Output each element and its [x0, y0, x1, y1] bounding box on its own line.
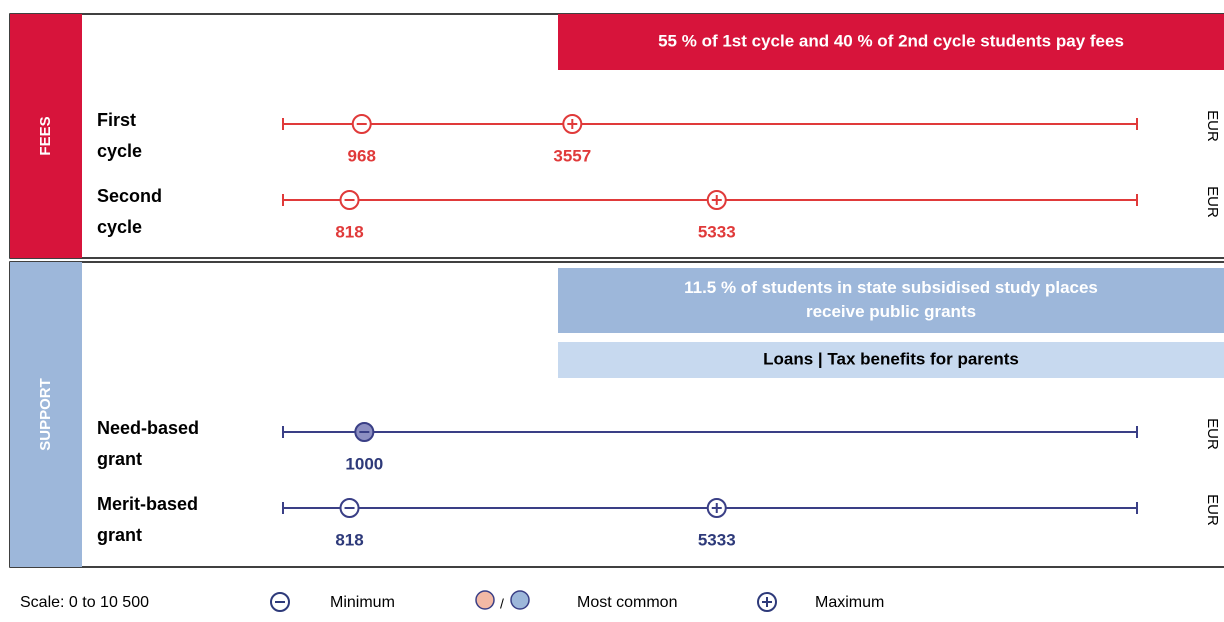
legend-common: Most common: [577, 594, 677, 611]
section-band: [10, 262, 82, 567]
banner: [558, 14, 1224, 70]
section-title: FEES: [37, 116, 54, 155]
banner: [558, 268, 1224, 333]
minimum-marker: [351, 114, 372, 134]
value-label: 5333: [698, 530, 736, 549]
minimum-marker: [354, 422, 375, 442]
value-label: 1000: [345, 454, 383, 473]
maximum-marker: [706, 498, 727, 518]
maximum-marker: [706, 190, 727, 210]
value-label: 5333: [698, 222, 736, 241]
row-label: cycle: [97, 217, 142, 237]
row-label: grant: [97, 525, 142, 545]
row-label: Merit-based: [97, 494, 198, 514]
minimum-marker: [339, 190, 360, 210]
legend-minimum: Minimum: [330, 594, 395, 611]
legend-maximum: Maximum: [815, 594, 884, 611]
banner-text: receive public grants: [806, 302, 976, 321]
value-label: 3557: [553, 146, 591, 165]
row-label: Second: [97, 186, 162, 206]
section-band: [10, 14, 82, 258]
value-label: 818: [335, 222, 363, 241]
row-label: First: [97, 110, 136, 130]
legend-scale: Scale: 0 to 10 500: [20, 594, 149, 611]
row-label: cycle: [97, 141, 142, 161]
banner: [558, 342, 1224, 378]
unit: EUR: [1204, 186, 1221, 218]
unit: EUR: [1204, 110, 1221, 142]
banner-text: 55 % of 1st cycle and 40 % of 2nd cycle …: [658, 31, 1124, 50]
legend-sep: /: [500, 596, 504, 612]
unit: EUR: [1204, 418, 1221, 450]
minimum-marker: [339, 498, 360, 518]
maximum-marker: [562, 114, 583, 134]
row-label: grant: [97, 449, 142, 469]
legend-common-fees: [475, 590, 495, 610]
unit: EUR: [1204, 494, 1221, 526]
minimum-marker: [270, 592, 290, 612]
maximum-marker: [757, 592, 777, 612]
banner-text: Loans | Tax benefits for parents: [763, 349, 1019, 368]
value-label: 968: [348, 146, 376, 165]
value-label: 818: [335, 530, 363, 549]
legend-common-support: [510, 590, 530, 610]
banner-text: 11.5 % of students in state subsidised s…: [684, 278, 1098, 297]
section-title: SUPPORT: [37, 378, 54, 451]
row-label: Need-based: [97, 418, 199, 438]
